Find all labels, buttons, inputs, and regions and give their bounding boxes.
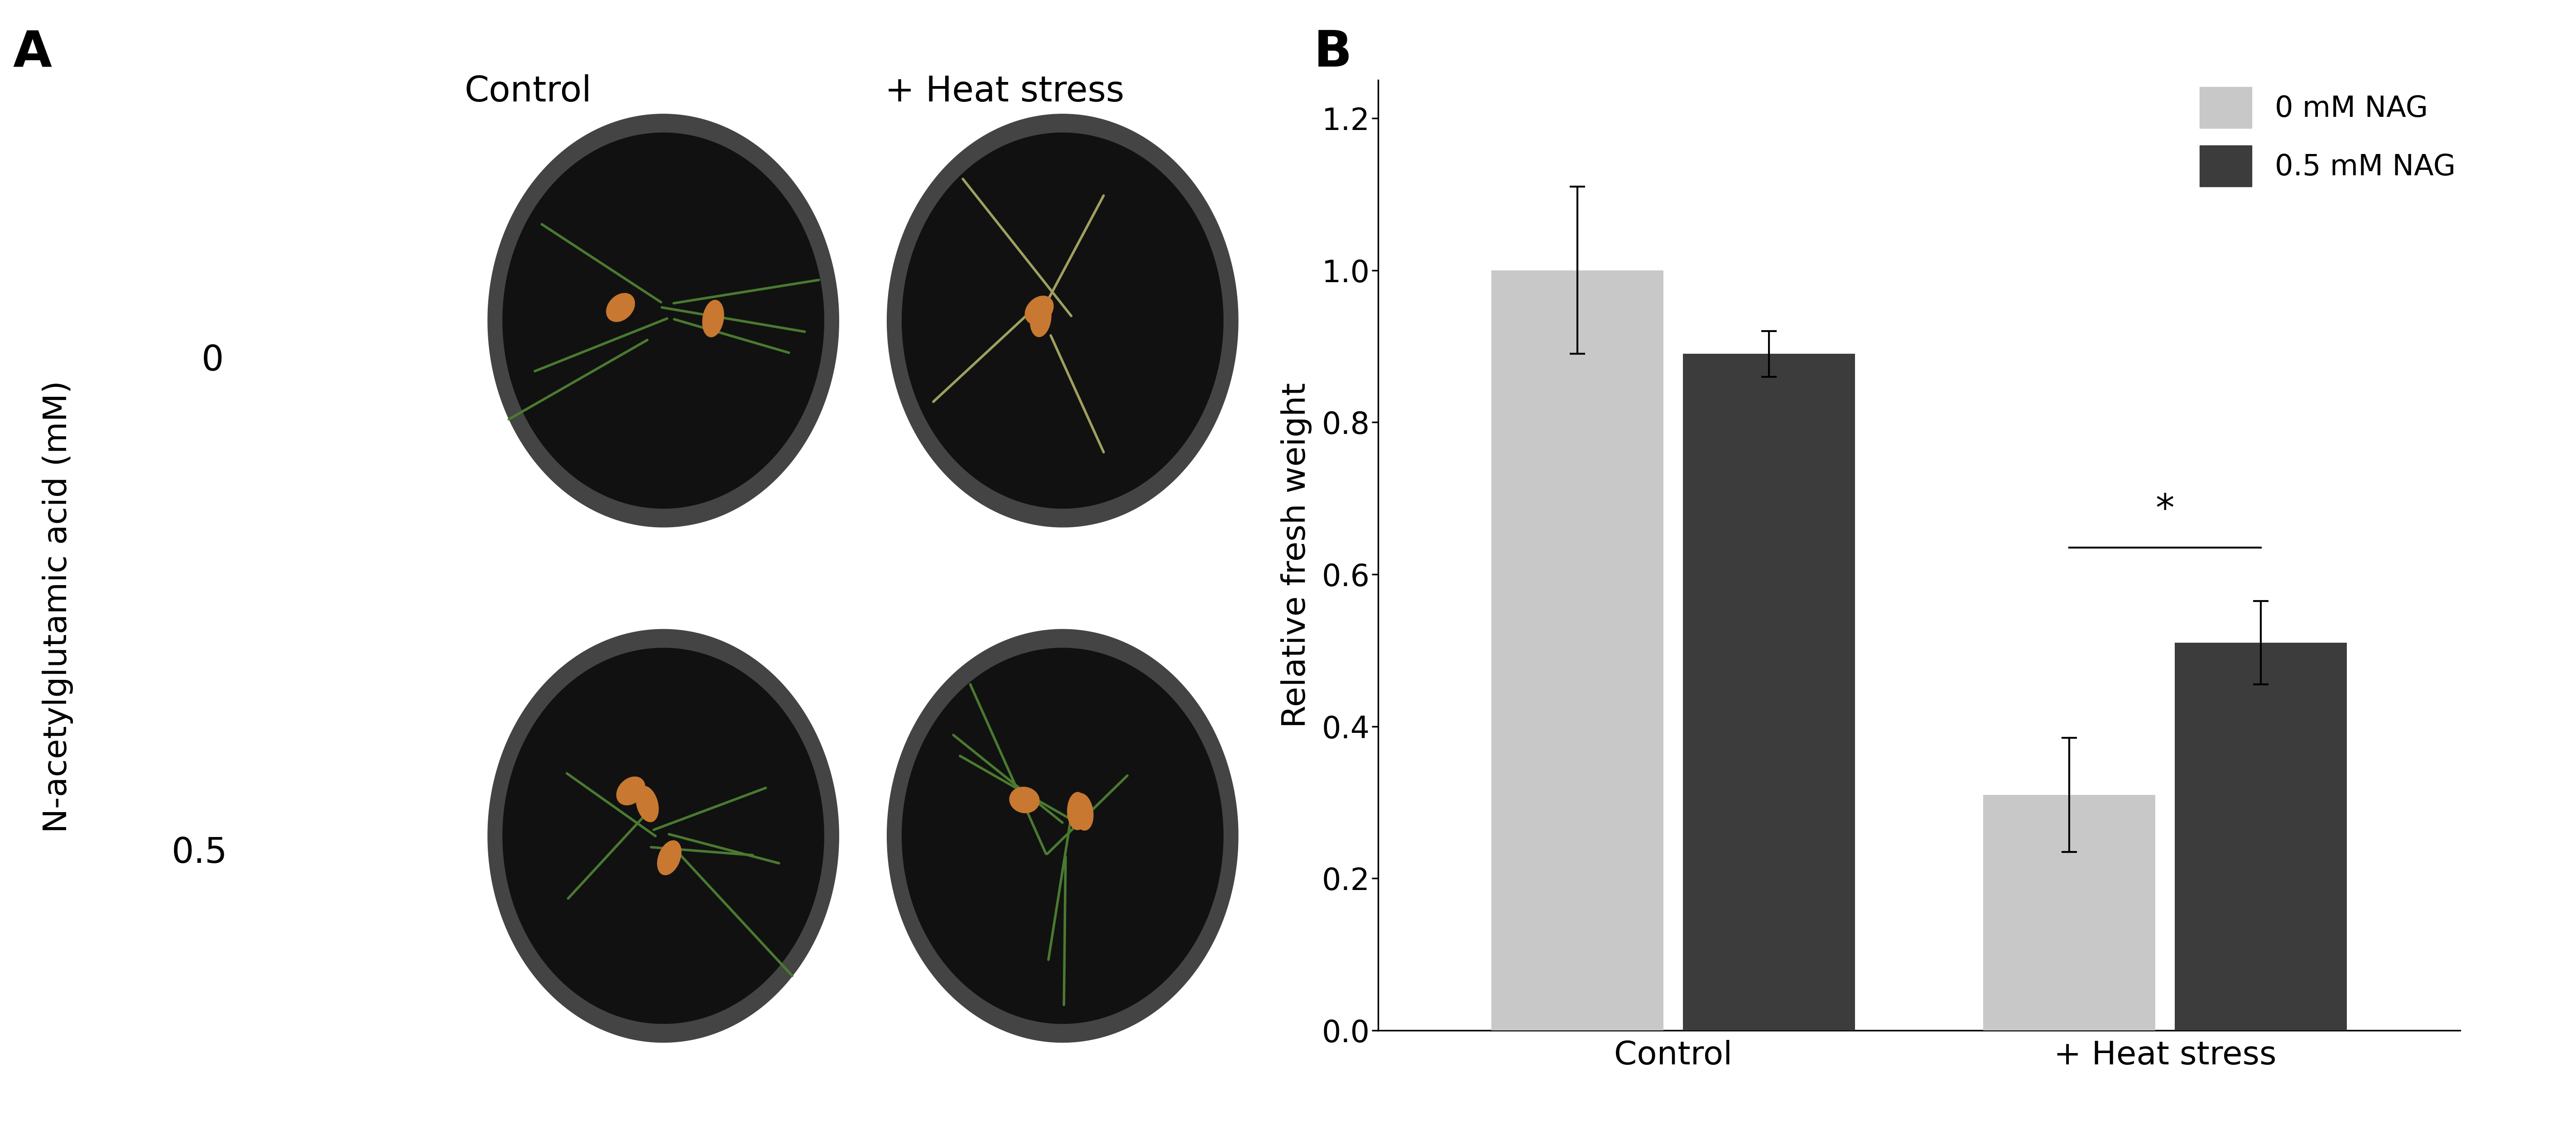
Ellipse shape — [1025, 295, 1054, 324]
Text: B: B — [1314, 29, 1352, 77]
Bar — [1984, 795, 2156, 1030]
Polygon shape — [487, 115, 840, 527]
Ellipse shape — [1010, 787, 1038, 813]
Text: A: A — [13, 29, 52, 77]
Text: *: * — [2156, 492, 2174, 529]
Bar — [1492, 270, 1664, 1030]
Ellipse shape — [1030, 300, 1051, 337]
Ellipse shape — [636, 787, 659, 822]
Ellipse shape — [605, 293, 634, 322]
Text: N-acetylglutamic acid (mM): N-acetylglutamic acid (mM) — [41, 380, 75, 834]
Bar — [1682, 354, 1855, 1030]
Text: 0: 0 — [201, 344, 224, 378]
Bar — [2174, 642, 2347, 1030]
Polygon shape — [886, 115, 1239, 527]
Polygon shape — [502, 133, 824, 508]
Ellipse shape — [616, 776, 644, 805]
Ellipse shape — [703, 300, 724, 337]
Polygon shape — [502, 648, 824, 1024]
Text: 0.5: 0.5 — [173, 836, 227, 870]
Ellipse shape — [1072, 793, 1092, 830]
Polygon shape — [487, 630, 840, 1042]
Legend: 0 mM NAG, 0.5 mM NAG: 0 mM NAG, 0.5 mM NAG — [2187, 76, 2468, 198]
Polygon shape — [902, 648, 1224, 1024]
Ellipse shape — [1066, 792, 1087, 830]
Y-axis label: Relative fresh weight: Relative fresh weight — [1280, 382, 1311, 728]
Text: Control: Control — [464, 74, 592, 109]
Ellipse shape — [657, 840, 680, 875]
Text: + Heat stress: + Heat stress — [886, 74, 1123, 109]
Polygon shape — [902, 133, 1224, 508]
Polygon shape — [886, 630, 1239, 1042]
